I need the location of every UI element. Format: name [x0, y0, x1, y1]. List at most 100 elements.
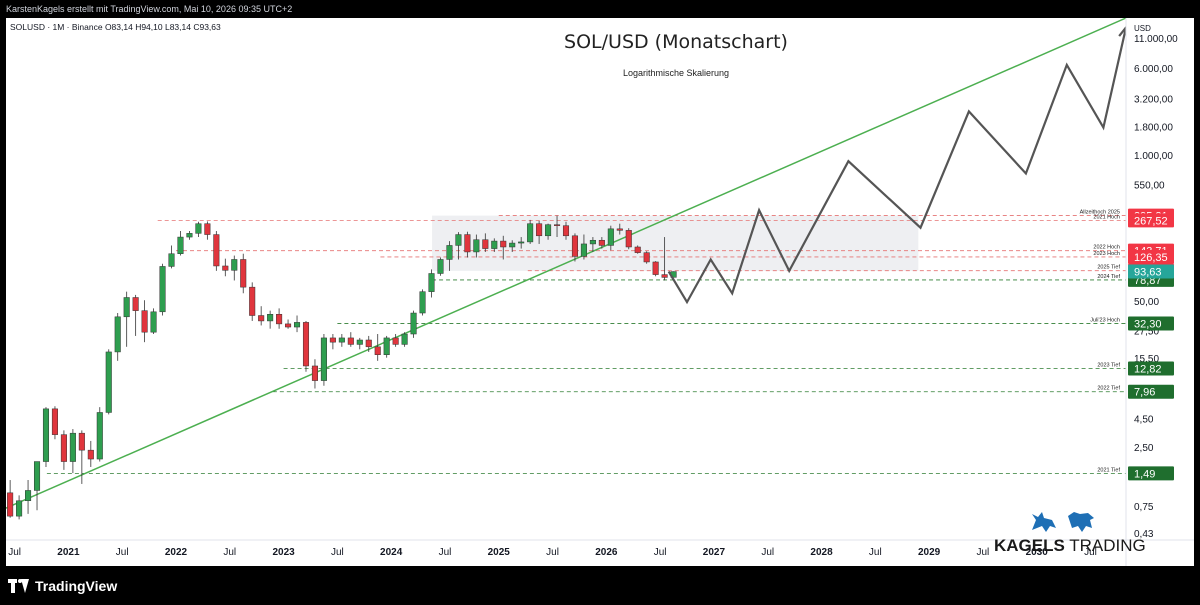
level-label-3: 2023 Hoch	[1093, 251, 1120, 257]
candle-body-42	[374, 346, 381, 355]
x-tick-label-4: Jul	[223, 547, 236, 558]
candle-body-36	[320, 337, 327, 381]
y-tick-label-1: 6.000,00	[1134, 64, 1173, 75]
price-badge-7	[1128, 361, 1174, 376]
price-axis-layer: 11.000,00 6.000,00 3.200,00 1.800,00 1.000,0…	[1125, 18, 1194, 566]
candle-body-44	[392, 337, 399, 345]
price-badge-text-7: 12,82	[1134, 363, 1162, 375]
candle-body-68	[607, 228, 614, 246]
x-tick-label-14: Jul	[761, 547, 774, 558]
chart-frame[interactable]: Allzeithoch 2025 2021 Hoch 2022 Hoch 2023 H…	[6, 18, 1194, 566]
candles-layer	[7, 215, 677, 520]
candle-body-12	[105, 351, 112, 413]
candle-body-25	[222, 265, 229, 271]
level-label-4: 2025 Tief	[1097, 265, 1120, 271]
y-tick-label-2: 3.200,00	[1134, 94, 1173, 105]
x-tick-label-16: Jul	[869, 547, 882, 558]
x-tick-label-9: 2025	[488, 547, 511, 558]
candle-body-71	[634, 246, 641, 253]
candle-body-40	[356, 339, 363, 345]
y-tick-label-3: 1.800,00	[1134, 122, 1173, 133]
y-tick-label-12: 0,43	[1134, 529, 1154, 540]
current-price-badge-text: 93,63	[1134, 267, 1162, 279]
candle-body-41	[365, 339, 372, 348]
projection-path	[667, 27, 1128, 305]
candle-body-34	[302, 322, 310, 367]
candle-body-66	[589, 239, 596, 245]
x-tick-label-20: Jul	[1084, 547, 1097, 558]
candle-body-2	[16, 500, 23, 517]
candle-body-5	[42, 408, 50, 462]
candle-body-35	[311, 365, 318, 381]
tradingview-logo[interactable]: TradingView	[8, 576, 117, 596]
level-label-9: 2021 Tief	[1097, 467, 1120, 473]
candle-body-57	[509, 242, 516, 248]
candle-body-74	[661, 274, 668, 278]
price-badge-text-9: 1,49	[1134, 468, 1155, 480]
level-label-6: Juli'23 Hoch	[1090, 317, 1120, 323]
price-badge-1	[1128, 213, 1174, 228]
candle-body-47	[419, 291, 426, 314]
footer-bar	[0, 566, 1200, 605]
candle-body-18	[159, 266, 166, 313]
candle-body-9	[78, 432, 85, 451]
candle-body-59	[527, 223, 534, 243]
bull-bear-icon	[1032, 512, 1094, 532]
level-label-1: 2021 Hoch	[1093, 214, 1120, 220]
candle-body-28	[249, 286, 256, 316]
y-tick-label-7: 27,50	[1134, 326, 1159, 337]
y-tick-label-0: 11.000,00	[1134, 34, 1178, 45]
symbol-line: SOLUSD · 1M · Binance O83,14 H94,10 L83,…	[10, 22, 221, 32]
candle-body-70	[625, 230, 632, 248]
candle-body-63	[562, 225, 570, 237]
level-label-0: Allzeithoch 2025	[1080, 210, 1120, 216]
brand-name: KAGELS TRADING	[994, 536, 1146, 555]
price-badge-text-3: 126,35	[1134, 252, 1168, 264]
candle-body-49	[437, 259, 444, 274]
candle-body-69	[616, 228, 623, 231]
price-badge-3	[1128, 249, 1174, 264]
x-tick-label-3: 2022	[165, 547, 188, 558]
level-label-8: 2022 Tief	[1097, 386, 1120, 392]
tradingview-icon	[8, 579, 30, 593]
candle-body-39	[347, 337, 354, 345]
candle-body-26	[231, 259, 238, 271]
candle-body-38	[338, 337, 345, 343]
y-tick-label-9: 4,50	[1134, 415, 1154, 426]
x-tick-label-12: Jul	[654, 547, 667, 558]
currency-label: USD	[1134, 24, 1151, 33]
chart-header: KarstenKagels erstellt mit TradingView.c…	[6, 4, 293, 14]
y-tick-label-8: 15,50	[1134, 354, 1159, 365]
x-tick-label-7: 2024	[380, 547, 403, 558]
candle-body-72	[643, 252, 650, 263]
candle-body-52	[464, 234, 471, 253]
price-badge-9	[1128, 466, 1174, 481]
candle-body-10	[87, 449, 94, 460]
candle-body-19	[168, 253, 175, 267]
trendline-layer	[6, 18, 1127, 509]
y-tick-label-11: 0,75	[1134, 502, 1154, 513]
candle-body-67	[598, 239, 605, 246]
x-tick-label-15: 2028	[810, 547, 833, 558]
price-badge-text-1: 267,52	[1134, 215, 1168, 227]
y-tick-label-4: 1.000,00	[1134, 151, 1173, 162]
candle-body-65	[580, 243, 587, 257]
candle-body-64	[571, 235, 578, 257]
badge-layer: 295,31267,52143,71126,3595,3178,8732,301…	[1128, 208, 1174, 481]
candle-body-11	[96, 412, 103, 460]
candle-body-54	[482, 239, 489, 249]
candle-body-50	[446, 245, 453, 260]
candle-body-7	[60, 434, 67, 462]
candle-body-31	[276, 313, 283, 325]
candle-body-73	[652, 261, 659, 275]
x-tick-label-13: 2027	[703, 547, 726, 558]
candle-body-58	[518, 241, 525, 244]
candle-body-16	[141, 310, 148, 333]
chart-subtitle: Logarithmische Skalierung	[623, 68, 729, 78]
x-tick-label-18: Jul	[977, 547, 990, 558]
candle-body-60	[536, 223, 543, 237]
candle-body-45	[401, 333, 408, 345]
price-badge-8	[1128, 384, 1174, 399]
x-tick-label-6: Jul	[331, 547, 344, 558]
